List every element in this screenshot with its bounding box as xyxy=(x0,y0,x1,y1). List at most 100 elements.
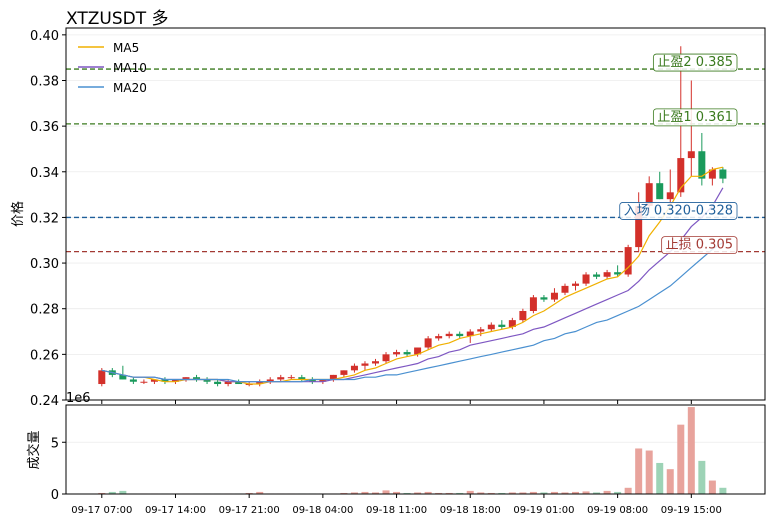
volume-bar xyxy=(340,492,348,494)
volume-bar xyxy=(382,490,390,494)
y-tick-label: 0.36 xyxy=(30,120,59,135)
candle-body xyxy=(350,365,358,371)
volume-bar xyxy=(614,491,622,494)
candle-body xyxy=(298,377,306,380)
x-tick-label: 09-19 15:00 xyxy=(661,505,722,516)
candle-body xyxy=(550,292,558,300)
volume-bar xyxy=(456,492,464,494)
label-box xyxy=(661,236,738,255)
y-tick-label: 5 xyxy=(51,436,59,451)
candle-body xyxy=(572,283,580,286)
candle-body xyxy=(582,274,590,284)
candle-body xyxy=(414,347,422,355)
candle-body xyxy=(277,377,285,380)
candle-body xyxy=(193,377,201,380)
volume-bar xyxy=(350,492,358,494)
volume-bar xyxy=(361,491,369,494)
candle-body xyxy=(540,297,548,300)
candle-body xyxy=(171,379,179,382)
volume-bar xyxy=(708,480,716,494)
volume-bar xyxy=(698,460,706,494)
candle-body xyxy=(487,324,495,330)
candle-body xyxy=(645,183,653,207)
volume-bar xyxy=(98,492,106,494)
y-axis-label: 价格 xyxy=(10,201,26,227)
candle-body xyxy=(129,379,137,382)
x-tick-label: 09-17 14:00 xyxy=(145,505,206,516)
offset-label: 1e6 xyxy=(66,391,91,406)
candle-body xyxy=(498,324,506,327)
volume-bar xyxy=(119,490,127,494)
volume-bar xyxy=(593,492,601,494)
candle-body xyxy=(182,377,190,380)
candle-body xyxy=(519,310,527,321)
legend-label: MA10 xyxy=(113,61,147,75)
x-tick-label: 09-18 04:00 xyxy=(292,505,353,516)
volume-bar xyxy=(508,492,516,494)
volume-bar xyxy=(645,450,653,494)
y-tick-label: 0.28 xyxy=(30,303,59,318)
candle-body xyxy=(719,169,727,179)
volume-bar xyxy=(466,490,474,494)
candle-body xyxy=(224,381,232,385)
volume-bar xyxy=(245,492,253,494)
volume-bar xyxy=(529,491,537,494)
candle-body xyxy=(161,379,169,382)
candle-body xyxy=(308,379,316,382)
candle-body xyxy=(445,333,453,337)
axes-frame xyxy=(65,27,766,401)
y-tick-label: 0.34 xyxy=(30,166,59,181)
candle-body xyxy=(424,338,432,348)
y-tick-label: 0.30 xyxy=(30,257,59,272)
y-tick-label: 0 xyxy=(51,488,59,503)
candle-body xyxy=(214,381,222,385)
candle-body xyxy=(371,361,379,364)
axes-frame xyxy=(65,404,766,495)
volume-bar xyxy=(550,491,558,494)
candle-body xyxy=(319,379,327,382)
candle-body xyxy=(593,274,601,277)
volume-bar xyxy=(603,490,611,494)
volume-bar xyxy=(719,487,727,494)
x-tick-label: 09-19 01:00 xyxy=(513,505,574,516)
volume-bar xyxy=(677,424,685,494)
volume-bar xyxy=(561,492,569,494)
x-tick-label: 09-17 07:00 xyxy=(71,505,132,516)
candle-body xyxy=(329,374,337,380)
label-box xyxy=(619,202,738,220)
candle-body xyxy=(435,336,443,339)
volume-bar xyxy=(256,491,264,494)
volume-bar xyxy=(414,492,422,494)
candle-body xyxy=(456,333,464,337)
volume-bar xyxy=(656,462,664,494)
y-tick-label: 0.40 xyxy=(30,29,59,44)
volume-axis-label: 成交量 xyxy=(26,430,42,469)
volume-bar xyxy=(666,469,674,494)
volume-bar xyxy=(519,492,527,494)
legend-label: MA20 xyxy=(113,81,147,95)
candle-body xyxy=(677,158,685,193)
reference-label: 止损 0.305 xyxy=(666,238,733,253)
y-tick-label: 0.26 xyxy=(30,348,59,363)
y-tick-label: 0.38 xyxy=(30,74,59,89)
volume-bar xyxy=(540,492,548,494)
volume-bar xyxy=(477,492,485,494)
reference-label: 入场 0.320-0.328 xyxy=(624,203,733,218)
candle-body xyxy=(361,363,369,366)
y-tick-label: 0.24 xyxy=(30,394,59,409)
candle-body xyxy=(287,377,295,379)
volume-bar xyxy=(393,491,401,494)
candle-body xyxy=(614,272,622,275)
volume-bar xyxy=(687,407,695,494)
legend-label: MA5 xyxy=(113,41,139,55)
x-tick-label: 09-18 18:00 xyxy=(440,505,501,516)
volume-bar xyxy=(487,492,495,494)
candle-body xyxy=(382,354,390,362)
candle-body xyxy=(340,370,348,375)
y-tick-label: 0.32 xyxy=(30,211,59,226)
volume-bar xyxy=(108,491,116,494)
volume-bar xyxy=(424,491,432,494)
label-box xyxy=(652,108,738,127)
candle-body xyxy=(529,297,537,311)
